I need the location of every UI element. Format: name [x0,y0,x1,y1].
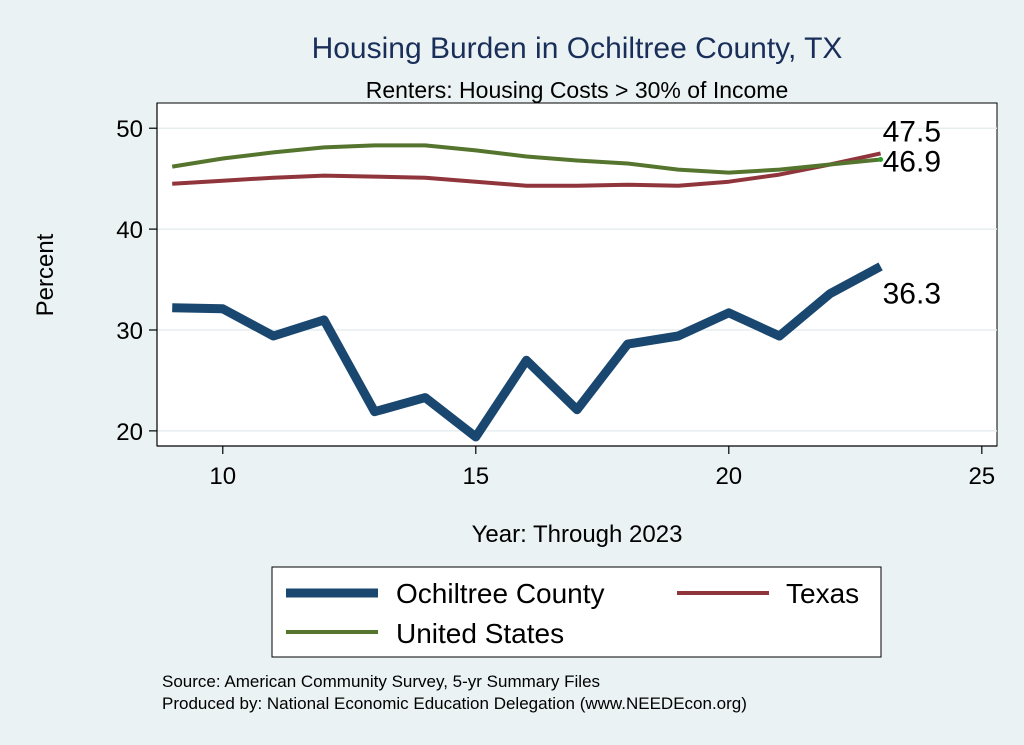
legend-box [271,566,882,658]
x-tick-label-20: 20 [715,463,742,490]
series-line-texas [172,151,882,188]
series-lines [171,143,884,442]
series-line-ochiltree-county [172,262,883,442]
source-note: Source: American Community Survey, 5-yr … [162,672,600,691]
x-tick-label-10: 10 [209,463,236,490]
legend-label-united-states: United States [396,618,564,649]
y-tick-label-40: 40 [116,217,143,244]
legend-label-texas: Texas [786,578,859,609]
legend: Ochiltree County Texas United States [271,566,882,658]
axes: 20 30 40 50 10 15 20 25 [116,103,997,490]
x-tick-label-15: 15 [462,463,489,490]
series-line-united-states [171,143,881,175]
united-states-end-marker [878,156,884,162]
x-axis-title: Year: Through 2023 [472,521,683,548]
end-label-ochiltree-county: 36.3 [883,277,941,310]
end-label-united-states: 46.9 [883,145,941,178]
legend-label-ochiltree: Ochiltree County [396,578,605,609]
producer-note: Produced by: National Economic Education… [162,694,747,713]
y-axis-title: Percent [32,233,59,316]
end-labels: 36.3 47.546.9 [883,115,941,310]
y-tick-label-30: 30 [116,318,143,345]
end-label-texas: 47.5 [883,115,941,148]
y-tick-label-20: 20 [116,419,143,446]
chart-title: Housing Burden in Ochiltree County, TX [312,32,843,65]
chart-subtitle: Renters: Housing Costs > 30% of Income [366,77,789,103]
x-tick-label-25: 25 [968,463,995,490]
y-tick-label-50: 50 [116,116,143,143]
